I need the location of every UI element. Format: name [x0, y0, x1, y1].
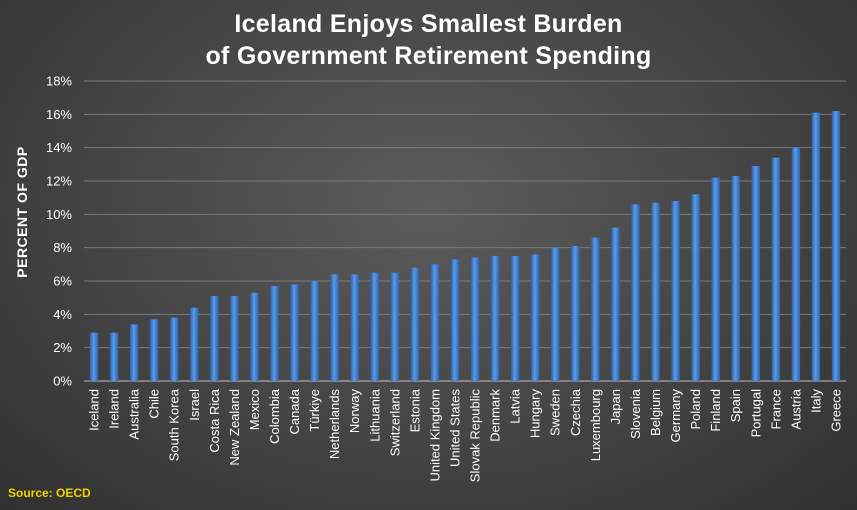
source-note: Source: OECD [8, 486, 91, 500]
bar [390, 272, 400, 381]
y-tick-label: 14% [46, 140, 72, 155]
x-category-label: United Kingdom [427, 389, 442, 482]
x-category-label: Germany [668, 389, 683, 443]
y-tick-label: 0% [53, 374, 72, 389]
bar [731, 176, 740, 381]
x-category-label: Australia [127, 388, 142, 439]
bar [771, 157, 781, 381]
bar [691, 194, 700, 381]
x-category-label: Israel [187, 389, 202, 421]
x-category-label: Iceland [87, 389, 102, 431]
bar [651, 202, 660, 381]
bar [109, 332, 119, 381]
bar [711, 177, 720, 381]
x-category-label: Chile [147, 389, 162, 419]
bar [470, 257, 480, 381]
x-category-label: Poland [688, 389, 703, 429]
x-category-label: Canada [287, 388, 302, 434]
y-tick-label: 6% [53, 274, 72, 289]
bar [631, 204, 640, 381]
bar [190, 307, 199, 381]
x-category-label: Denmark [488, 389, 503, 442]
bar [791, 147, 801, 381]
x-category-label: Ireland [107, 389, 122, 429]
x-category-label: Austria [788, 388, 803, 429]
bar [129, 324, 139, 381]
bar [89, 332, 99, 381]
bar [330, 274, 339, 381]
bar [591, 237, 600, 381]
bar [571, 246, 580, 381]
bar [410, 267, 420, 381]
x-category-label: Switzerland [387, 389, 402, 456]
bar [270, 286, 279, 381]
bar [611, 227, 620, 381]
chart-title-line2: of Government Retirement Spending [205, 42, 652, 70]
x-category-label: Costa Rica [207, 388, 222, 452]
bar [230, 296, 239, 381]
x-category-label: Portugal [748, 389, 763, 438]
bar [831, 111, 841, 381]
x-category-label: Italy [808, 389, 823, 413]
y-tick-label: 4% [53, 307, 72, 322]
bar [671, 201, 680, 381]
x-category-label: Netherlands [327, 389, 342, 460]
bar [310, 281, 319, 381]
bar [350, 274, 359, 381]
x-category-label: Slovenia [628, 388, 643, 439]
y-tick-label: 8% [53, 240, 72, 255]
x-category-label: Estonia [407, 388, 422, 432]
x-category-label: Belgium [648, 389, 663, 436]
x-category-label: Luxembourg [588, 389, 603, 461]
bar [370, 272, 379, 381]
bar [811, 112, 821, 382]
bar [210, 296, 219, 381]
x-category-label: France [768, 389, 783, 429]
x-category-label: Norway [347, 389, 362, 434]
x-category-label: New Zealand [227, 389, 242, 466]
x-category-label: Mexico [247, 389, 262, 430]
bar [450, 259, 460, 381]
bar [510, 256, 520, 381]
bar [490, 256, 500, 381]
bar [250, 292, 259, 381]
chart-title-line1: Iceland Enjoys Smallest Burden [234, 10, 623, 38]
x-category-label: United States [447, 389, 462, 468]
x-category-label: Czechia [568, 388, 583, 436]
bar [170, 317, 179, 381]
x-category-label: South Korea [167, 388, 182, 461]
x-category-label: Japan [608, 389, 623, 424]
x-category-label: Hungary [528, 389, 543, 439]
bar [530, 254, 540, 381]
y-tick-label: 2% [53, 340, 72, 355]
y-tick-label: 18% [46, 74, 72, 89]
bar [751, 166, 760, 381]
bar [430, 264, 440, 381]
x-category-label: Greece [828, 389, 843, 432]
bar [149, 319, 159, 381]
bar [290, 284, 299, 381]
x-category-label: Slovak Republic [468, 389, 483, 483]
bar [551, 247, 560, 381]
x-category-label: Colombia [267, 388, 282, 444]
y-tick-label: 16% [46, 107, 72, 122]
x-category-label: Finland [708, 389, 723, 432]
y-tick-label: 10% [46, 207, 72, 222]
chart-title: Iceland Enjoys Smallest Burden of Govern… [0, 8, 857, 72]
y-tick-label: 12% [46, 174, 72, 189]
y-axis-label: PERCENT OF GDP [14, 146, 30, 277]
x-category-label: Latvia [508, 388, 523, 423]
x-category-label: Lithuania [367, 388, 382, 442]
x-category-label: Spain [728, 389, 743, 422]
x-category-label: Sweden [548, 389, 563, 436]
x-category-label: Türkiye [307, 389, 322, 432]
